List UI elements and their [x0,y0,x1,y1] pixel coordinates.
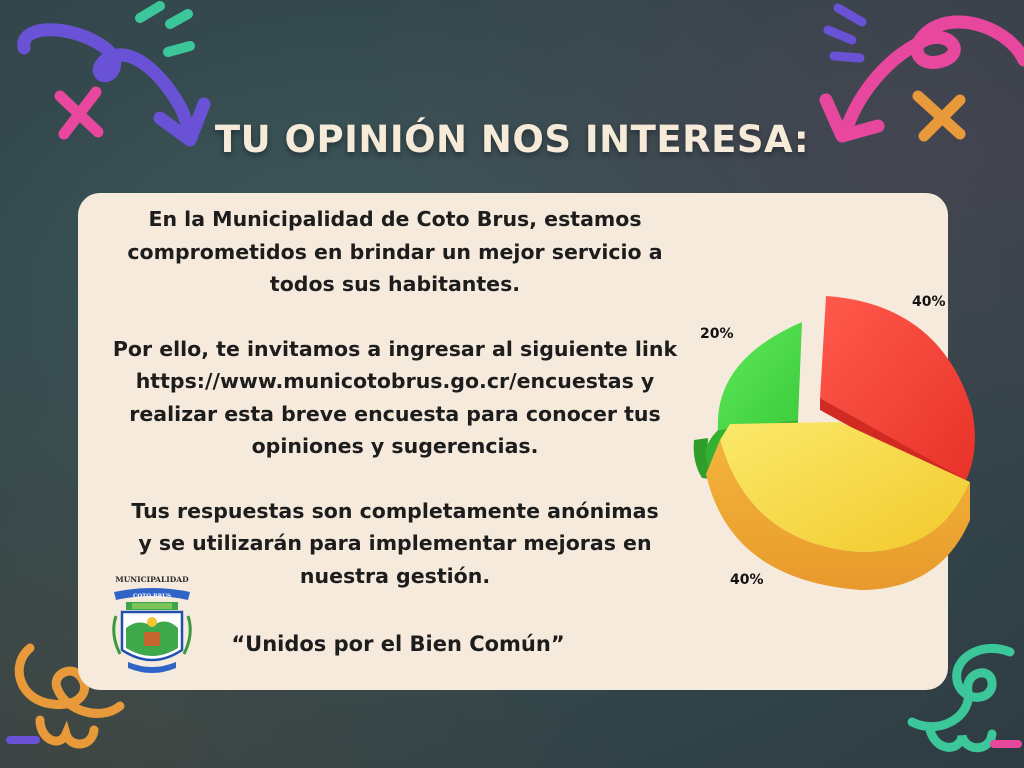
message-line: opiniones y sugerencias. [251,434,539,458]
mint-swirl-bottom-right [907,643,1015,732]
message-line: Por ello, te invitamos a ingresar al sig… [112,336,678,361]
message-line: y se utilizarán para implementar mejoras… [138,531,652,555]
purple-dashes-right [823,3,867,63]
mint-loops-bottom-right [925,725,997,753]
message-line: todos sus habitantes. [269,272,521,296]
crest-banner-text: COTO BRUS [133,594,171,600]
mint-dashes-left [135,1,195,57]
pink-swirl-arrow [839,15,1024,137]
pie-label-green: 20% [700,326,734,342]
pie-chart-graphic [693,296,975,590]
message-line: En la Municipalidad de Coto Brus, estamo… [148,207,642,231]
pie-label-red: 40% [912,294,946,310]
purple-swirl-arrow [17,23,197,139]
pie-slice-yellow-side [706,440,970,590]
motto-text: “Unidos por el Bien Común” [231,632,565,656]
survey-link: https://www.municotobrus.go.cr/encuestas… [135,369,655,393]
message-line: comprometidos en brindar un mejor servic… [127,239,663,264]
page-title: TU OPINIÓN NOS INTERESA: [214,118,810,161]
message-text: En la Municipalidad de Coto Brus, estamo… [100,203,690,592]
message-line: nuestra gestión. [299,563,491,588]
pie-slice-green [717,322,802,430]
message-line: Tus respuestas son completamente anónima… [131,498,659,523]
pink-arrowhead [819,93,885,143]
orange-x-right [912,90,966,142]
pie-slice-yellow [720,422,970,552]
pie-label-yellow: 40% [730,572,764,588]
message-line: realizar esta breve encuesta para conoce… [129,401,661,426]
pie-slice-red [820,296,975,480]
crest-top-text: MUNICIPALIDAD [115,575,189,584]
pink-x-left [54,86,104,140]
orange-loops-bottom-left [35,715,99,749]
purple-arrowhead [153,97,211,147]
municipal-crest-logo: MUNICIPALIDAD COTO BRUS [112,575,192,673]
